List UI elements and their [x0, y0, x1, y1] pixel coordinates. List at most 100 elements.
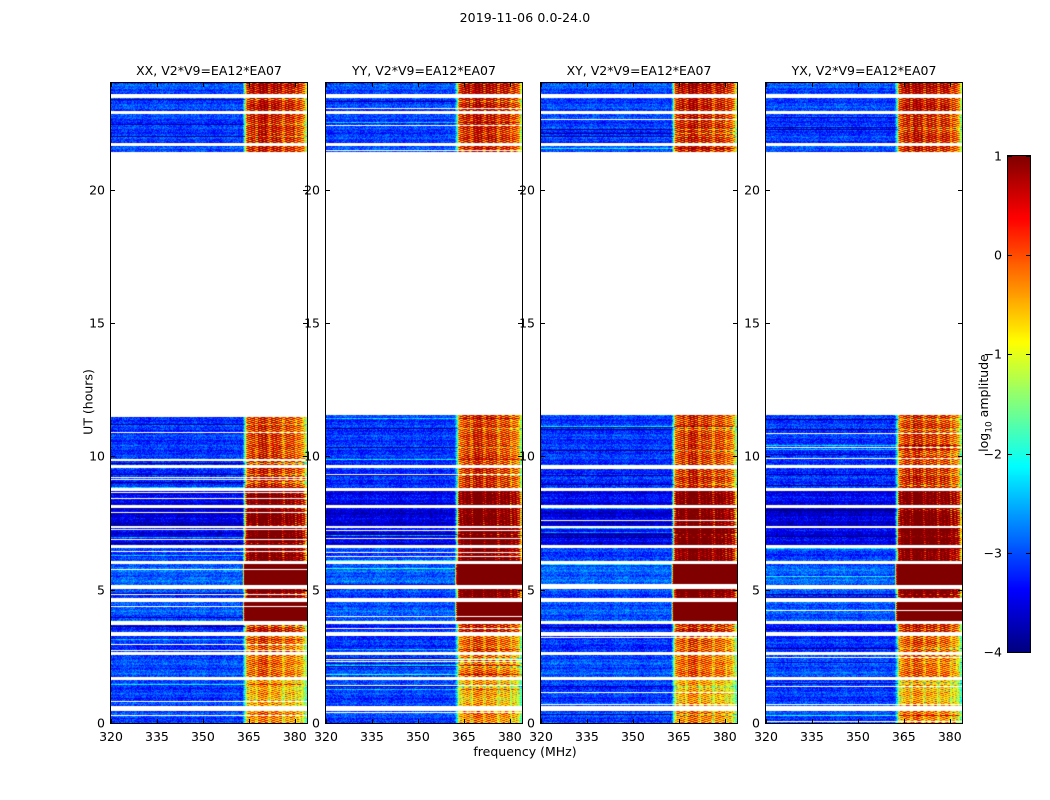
xtick-label: 365: [666, 729, 691, 744]
ytick-label: 0: [527, 715, 535, 731]
panel-yy[interactable]: YY, V2*V9=EA12*EA07 0 5 10 15 20 320 335 350 365 3…: [304, 63, 523, 744]
y-axis-label: UT (hours): [80, 369, 96, 435]
xtick-mark: [202, 83, 204, 87]
xtick-mark: [811, 83, 813, 87]
ytick-mark: [958, 189, 962, 191]
ytick-label: 15: [744, 315, 760, 331]
ytick-label: 20: [89, 182, 105, 198]
ytick-mark: [303, 323, 307, 324]
panel-title-xx: XX, V2*V9=EA12*EA07: [136, 63, 282, 78]
xtick-mark: [857, 83, 859, 87]
ytick-label: 20: [744, 182, 760, 198]
xtick-mark: [903, 83, 905, 87]
ytick-label: 5: [527, 582, 535, 598]
colorbar-tick-label: 1: [994, 148, 1002, 164]
xtick-mark: [326, 719, 327, 723]
ytick-mark: [111, 456, 115, 458]
xtick-label: 350: [190, 729, 215, 744]
panel-xx[interactable]: XX, V2*V9=EA12*EA07 0 5 10 15 20 320 335 350 365 3…: [89, 63, 308, 744]
xtick-mark: [294, 83, 296, 87]
xtick-mark: [632, 719, 634, 723]
xtick-mark: [766, 719, 767, 723]
xtick-label: 380: [937, 729, 962, 744]
waterfall-image-xy: [541, 83, 737, 723]
xtick-mark: [294, 719, 296, 723]
xtick-label: 320: [314, 729, 338, 744]
xtick-label: 365: [891, 729, 916, 744]
xtick-label: 365: [451, 729, 476, 744]
ytick-label: 5: [97, 582, 105, 598]
xtick-label: 380: [712, 729, 737, 744]
xtick-mark: [678, 719, 680, 723]
ytick-mark: [958, 323, 962, 324]
ytick-label: 10: [304, 448, 320, 464]
colorbar-tick-mark: [1026, 652, 1030, 653]
xtick-label: 350: [405, 729, 430, 744]
xtick-mark: [156, 719, 158, 723]
ytick-mark: [766, 723, 770, 724]
ytick-mark: [733, 189, 737, 191]
ytick-mark: [111, 323, 115, 324]
ytick-mark: [541, 723, 545, 724]
colorbar-tick-mark: [1008, 453, 1012, 455]
colorbar-tick-mark: [1008, 552, 1012, 554]
panel-title-yx: YX, V2*V9=EA12*EA07: [791, 63, 937, 78]
ytick-label: 0: [752, 715, 760, 731]
panel-yx[interactable]: YX, V2*V9=EA12*EA07 0 5 10 15 20 320 335 350 365 3…: [744, 63, 963, 744]
ytick-mark: [958, 589, 962, 591]
ytick-mark: [111, 589, 115, 591]
ytick-mark: [733, 323, 737, 324]
xtick-label: 350: [845, 729, 870, 744]
ytick-mark: [766, 456, 770, 458]
xtick-mark: [509, 719, 511, 723]
colorbar-tick-mark: [1026, 354, 1030, 356]
xtick-mark: [541, 719, 542, 723]
ytick-mark: [766, 189, 770, 191]
ytick-mark: [326, 589, 330, 591]
ytick-mark: [111, 723, 115, 724]
colorbar[interactable]: −4 −3 −2 −1 0 1: [984, 149, 1031, 660]
colorbar-tick-mark: [1026, 552, 1030, 554]
xtick-mark: [949, 719, 951, 723]
ytick-label: 10: [519, 448, 535, 464]
xtick-mark: [111, 83, 112, 87]
xtick-label: 350: [620, 729, 645, 744]
xtick-mark: [156, 83, 158, 87]
ytick-mark: [326, 323, 330, 324]
xtick-mark: [766, 83, 767, 87]
xtick-mark: [417, 83, 419, 87]
colorbar-tick-label: −1: [983, 346, 1002, 362]
xtick-mark: [724, 83, 726, 87]
xtick-mark: [586, 83, 588, 87]
ytick-mark: [518, 323, 522, 324]
xtick-mark: [586, 719, 588, 723]
panel-title-xy: XY, V2*V9=EA12*EA07: [566, 63, 712, 78]
panel-xy[interactable]: XY, V2*V9=EA12*EA07 0 5 10 15 20 320 335 350 365 3…: [519, 63, 738, 744]
colorbar-tick-mark: [1026, 255, 1030, 257]
xtick-mark: [326, 83, 327, 87]
ytick-mark: [541, 323, 545, 324]
colorbar-label: log10 amplitude: [975, 354, 995, 452]
xtick-mark: [857, 719, 859, 723]
ytick-label: 15: [89, 315, 105, 331]
x-axis-label: frequency (MHz): [473, 744, 577, 759]
ytick-mark: [326, 456, 330, 458]
ytick-mark: [518, 723, 522, 724]
xtick-label: 335: [145, 729, 169, 744]
xtick-mark: [632, 83, 634, 87]
colorbar-tick-label: 0: [994, 247, 1002, 263]
xtick-label: 320: [529, 729, 553, 744]
ytick-mark: [303, 456, 307, 458]
xtick-mark: [248, 83, 250, 87]
xtick-mark: [202, 719, 204, 723]
colorbar-gradient: [1008, 156, 1030, 652]
xtick-label: 335: [360, 729, 384, 744]
xtick-mark: [417, 719, 419, 723]
ytick-label: 0: [312, 715, 320, 731]
ytick-mark: [303, 189, 307, 191]
ytick-mark: [111, 189, 115, 191]
xtick-mark: [111, 719, 112, 723]
ytick-mark: [766, 589, 770, 591]
xtick-label: 365: [236, 729, 261, 744]
